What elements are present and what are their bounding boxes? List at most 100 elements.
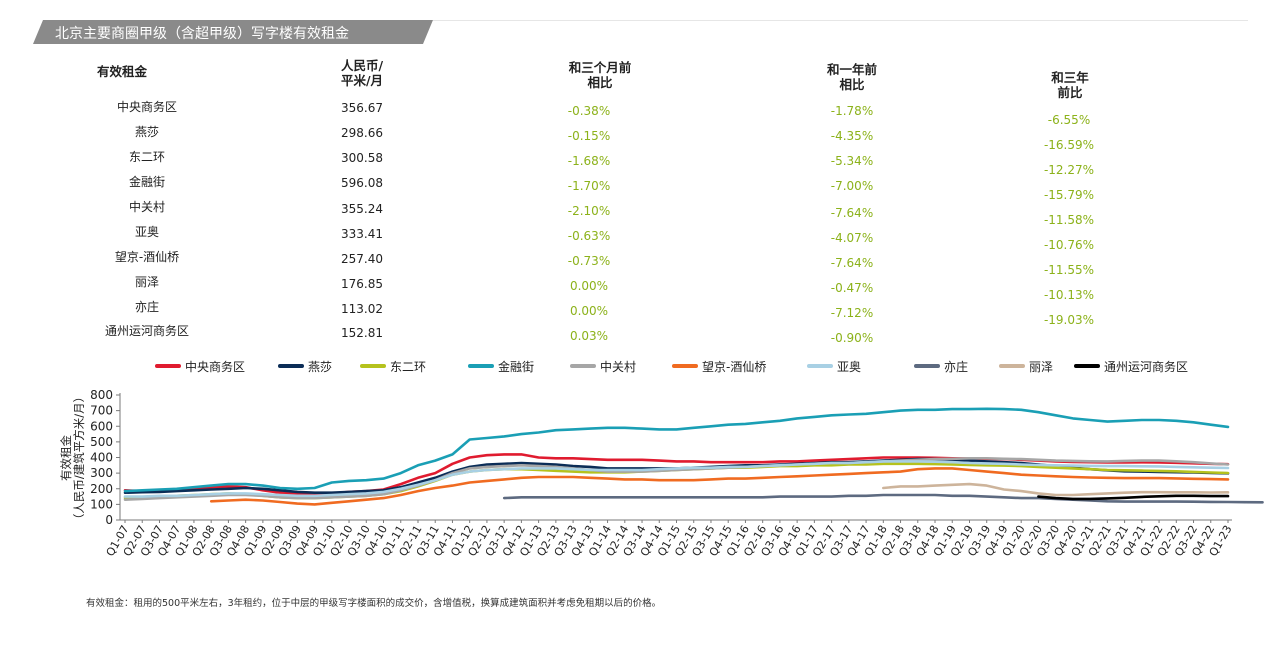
legend-label: 燕莎 <box>308 359 333 374</box>
y-tick-label: 300 <box>90 466 113 480</box>
row-price: 257.40 <box>341 252 383 266</box>
chart-legend: 中央商务区 燕莎 东二环 金融街 中关村 望京-酒仙桥 亚奥 亦庄 丽泽 通州运河商务区 <box>150 357 1230 375</box>
legend-item: 金融街 <box>468 357 534 375</box>
row-name: 燕莎 <box>134 125 159 139</box>
row-price: 152.81 <box>341 326 383 340</box>
legend-label: 丽泽 <box>1029 359 1054 374</box>
legend-label: 中央商务区 <box>185 359 246 374</box>
footnote: 有效租金：租用的500平米左右，3年租约，位于中层的甲级写字楼面积的成交价，含增… <box>86 598 662 609</box>
row-change-3y: -19.03% <box>1043 313 1095 327</box>
legend-item: 中关村 <box>570 357 636 375</box>
header-1y: 和一年前 相比 <box>826 62 877 92</box>
row-name: 丽泽 <box>134 275 159 289</box>
row-change-1y: -0.47% <box>830 281 874 295</box>
legend-item: 亚奥 <box>807 357 861 375</box>
legend-swatch <box>672 364 698 368</box>
y-tick-label: 100 <box>90 497 113 511</box>
row-change-3m: -1.70% <box>567 179 611 193</box>
row-change-3m: -1.68% <box>567 154 611 168</box>
legend-label: 通州运河商务区 <box>1104 359 1189 374</box>
y-axis-title-line: 有效租金 <box>59 435 73 481</box>
row-change-3y: -12.27% <box>1043 163 1095 177</box>
legend-item: 望京-酒仙桥 <box>672 357 766 375</box>
row-name: 通州运河商务区 <box>104 324 189 338</box>
row-change-1y: -7.64% <box>830 206 874 220</box>
row-change-3y: -16.59% <box>1043 138 1095 152</box>
row-change-3m: -2.10% <box>567 204 611 218</box>
header-3m: 和三个月前 相比 <box>568 60 632 90</box>
series-line <box>881 482 1230 497</box>
row-change-3y: -15.79% <box>1043 188 1095 202</box>
legend-item: 燕莎 <box>278 357 332 375</box>
series-line <box>123 460 1230 498</box>
row-name: 中关村 <box>128 200 165 214</box>
row-change-3y: -11.58% <box>1043 213 1095 227</box>
legend-label: 中关村 <box>600 359 637 374</box>
y-tick-label: 600 <box>90 419 113 433</box>
legend-swatch <box>999 364 1025 368</box>
row-price: 113.02 <box>341 302 383 316</box>
row-name: 金融街 <box>128 175 165 189</box>
row-change-1y: -7.00% <box>830 179 874 193</box>
row-name: 亚奥 <box>134 225 159 239</box>
header-3y: 和三年 前比 <box>1051 70 1089 100</box>
legend-swatch <box>155 364 181 368</box>
series-line <box>502 493 1264 504</box>
legend-item: 通州运河商务区 <box>1074 357 1188 375</box>
row-change-1y: -4.07% <box>830 231 874 245</box>
legend-swatch <box>278 364 304 368</box>
row-name: 中央商务区 <box>116 100 177 114</box>
row-name: 东二环 <box>128 150 165 164</box>
legend-swatch <box>468 364 494 368</box>
top-divider <box>433 20 1248 21</box>
row-price: 596.08 <box>341 176 383 190</box>
row-change-1y: -0.90% <box>830 331 874 345</box>
legend-swatch <box>570 364 596 368</box>
series-line <box>123 407 1230 493</box>
legend-label: 金融街 <box>498 359 535 374</box>
legend-swatch <box>807 364 833 368</box>
y-axis-title: 有效租金（人民币/建筑平方米/月） <box>59 391 86 525</box>
row-change-1y: -7.12% <box>830 306 874 320</box>
y-tick-label: 800 <box>90 388 113 402</box>
legend-label: 望京-酒仙桥 <box>702 359 767 374</box>
row-change-3y: -6.55% <box>1047 113 1091 127</box>
row-change-3m: 0.00% <box>569 304 609 318</box>
legend-item: 亦庄 <box>914 357 968 375</box>
legend-swatch <box>914 364 940 368</box>
legend-swatch <box>1074 364 1100 368</box>
header-price: 人民币/ 平米/月 <box>340 58 384 88</box>
y-tick-label: 500 <box>90 435 113 449</box>
row-change-3m: 0.00% <box>569 279 609 293</box>
row-change-3y: -10.76% <box>1043 238 1095 252</box>
banner-title: 北京主要商圈甲级（含超甲级）写字楼有效租金 <box>55 26 349 42</box>
chart-banner: 北京主要商圈甲级（含超甲级）写字楼有效租金 <box>33 20 433 44</box>
row-change-1y: -7.64% <box>830 256 874 270</box>
row-price: 300.58 <box>341 151 383 165</box>
series-line <box>123 456 1230 502</box>
row-name: 望京-酒仙桥 <box>114 250 180 264</box>
row-change-3m: -0.15% <box>567 129 611 143</box>
legend-item: 丽泽 <box>999 357 1053 375</box>
legend-label: 东二环 <box>390 359 427 374</box>
legend-item: 中央商务区 <box>155 357 245 375</box>
y-tick-label: 700 <box>90 404 113 418</box>
row-change-1y: -4.35% <box>830 129 874 143</box>
chart-axes: 0100200300400500600700800Q1-07Q2-07Q3-07… <box>90 388 1235 559</box>
y-axis-title-line: （人民币/建筑平方米/月） <box>72 391 86 525</box>
series-line <box>209 467 1230 506</box>
row-price: 176.85 <box>341 277 383 291</box>
y-tick-label: 0 <box>105 513 113 527</box>
row-change-3m: -0.38% <box>567 104 611 118</box>
row-change-3m: 0.03% <box>569 329 609 343</box>
legend-item: 东二环 <box>360 357 426 375</box>
y-tick-label: 200 <box>90 482 113 496</box>
header-name: 有效租金 <box>96 64 147 79</box>
chart-series <box>123 407 1264 506</box>
row-price: 355.24 <box>341 202 383 216</box>
row-change-3y: -11.55% <box>1043 263 1095 277</box>
legend-label: 亚奥 <box>837 359 862 374</box>
row-price: 356.67 <box>341 101 383 115</box>
row-price: 298.66 <box>341 126 383 140</box>
